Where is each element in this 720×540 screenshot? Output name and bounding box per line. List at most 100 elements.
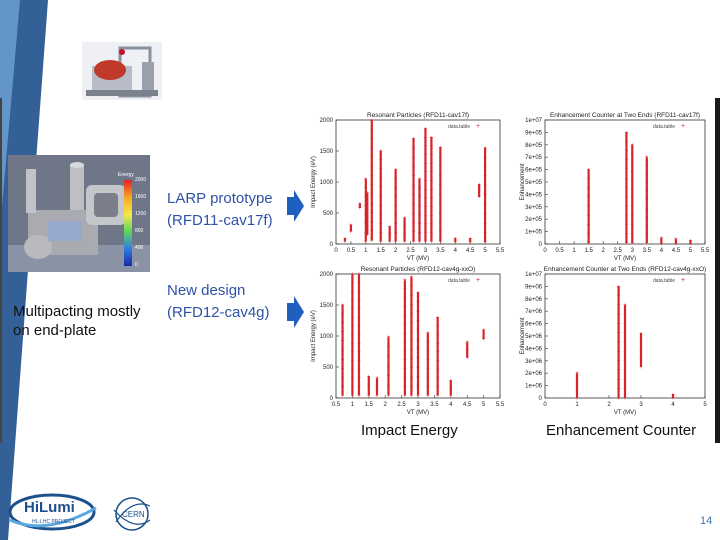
y-tick-label: 8e+06 (525, 297, 543, 303)
data-point: + (625, 158, 629, 164)
x-tick-label: 1.5 (377, 248, 386, 254)
data-point: + (357, 289, 361, 295)
y-tick-label: 1e+05 (525, 230, 543, 236)
data-point: + (370, 220, 374, 226)
data-point: + (436, 324, 440, 330)
data-point: + (625, 232, 629, 238)
x-axis-label: VT (MV) (614, 410, 636, 416)
data-point: + (370, 118, 374, 124)
data-point: + (403, 323, 407, 329)
x-tick-label: 1.5 (365, 402, 374, 408)
data-point: + (412, 240, 416, 246)
data-point: + (418, 177, 422, 183)
data-point: + (351, 272, 355, 278)
data-point: + (426, 394, 430, 400)
data-point: + (426, 358, 430, 364)
data-point: + (370, 127, 374, 133)
data-point: + (416, 309, 420, 315)
data-point: + (426, 376, 430, 382)
data-point: + (349, 223, 353, 229)
data-point: + (439, 183, 443, 189)
data-point: + (357, 385, 361, 391)
data-point: + (483, 193, 487, 199)
data-point: + (403, 287, 407, 293)
page-number: 14 (700, 515, 713, 527)
data-point: + (623, 340, 627, 346)
data-point: + (674, 237, 678, 243)
data-point: + (351, 307, 355, 313)
data-point: + (341, 348, 345, 354)
data-point: + (645, 164, 649, 170)
y-tick-label: 5e+06 (525, 334, 543, 340)
data-point: + (403, 305, 407, 311)
data-point: + (379, 212, 383, 218)
data-point: + (424, 213, 428, 219)
colorbar-tick: 2000 (135, 177, 147, 183)
y-tick-label: 2000 (320, 118, 334, 124)
chart-title: Resonant Particles (RFD12-cav4g-xxO) (361, 266, 476, 273)
data-point: + (439, 164, 443, 170)
data-point: + (623, 322, 627, 328)
data-point: + (623, 387, 627, 393)
larp-label-line2: (RFD11-cav17f) (167, 212, 273, 229)
data-point: + (416, 365, 420, 371)
data-point: + (424, 231, 428, 237)
data-point: + (367, 394, 371, 400)
data-point: + (430, 196, 434, 202)
data-point: + (430, 231, 434, 237)
data-point: + (645, 241, 649, 247)
data-point: + (351, 281, 355, 287)
data-point: + (617, 284, 621, 290)
data-point: + (426, 331, 430, 337)
data-point: + (343, 240, 347, 246)
data-point: + (430, 205, 434, 211)
x-tick-label: 3.5 (643, 248, 652, 254)
data-point: + (424, 170, 428, 176)
chart-title: Resonant Particles (RFD11-cav17f) (367, 112, 469, 119)
data-point: + (403, 296, 407, 302)
data-point: + (410, 284, 414, 290)
y-tick-label: 1e+07 (525, 272, 543, 278)
y-tick-label: 9e+06 (525, 284, 543, 290)
x-tick-label: 4.5 (466, 248, 475, 254)
data-point: + (351, 341, 355, 347)
impact-bottom-chart: Resonant Particles (RFD12-cav4g-xxO) 0 500… (306, 262, 510, 420)
data-point: + (426, 385, 430, 391)
data-point: + (416, 384, 420, 390)
data-point: + (394, 195, 398, 201)
data-point: + (454, 240, 458, 246)
x-tick-label: 3 (639, 402, 643, 408)
data-point: + (370, 238, 374, 244)
data-point: + (575, 396, 579, 402)
data-point: + (436, 315, 440, 321)
data-point: + (617, 303, 621, 309)
data-point: + (403, 376, 407, 382)
colorbar-tick: 1600 (135, 194, 147, 200)
data-point: + (341, 330, 345, 336)
data-point: + (403, 367, 407, 373)
y-tick-label: 1e+07 (525, 118, 543, 124)
hilumi-logo: HiLumi HL-LHC PROJECT (8, 493, 97, 531)
data-point: + (645, 172, 649, 178)
x-tick-label: 2.5 (406, 248, 415, 254)
data-point: + (424, 196, 428, 202)
y-tick-label: 6e+05 (525, 168, 543, 174)
multipacting-note-line2: on end-plate (13, 322, 97, 339)
data-point: + (424, 127, 428, 133)
data-point: + (424, 153, 428, 159)
data-point: + (410, 357, 414, 363)
data-point: + (410, 302, 414, 308)
data-point: + (587, 186, 591, 192)
data-point: + (364, 204, 368, 210)
data-point: + (575, 371, 579, 377)
data-point: + (436, 385, 440, 391)
x-tick-label: 0.5 (555, 248, 564, 254)
data-point: + (410, 348, 414, 354)
data-point: + (625, 186, 629, 192)
data-point: + (412, 155, 416, 161)
x-tick-label: 1 (575, 402, 579, 408)
data-point: + (379, 240, 383, 246)
data-point: + (379, 221, 383, 227)
data-point: + (645, 224, 649, 230)
colorbar-ticks: 2000 1600 1200 800 400 0 (133, 177, 149, 271)
